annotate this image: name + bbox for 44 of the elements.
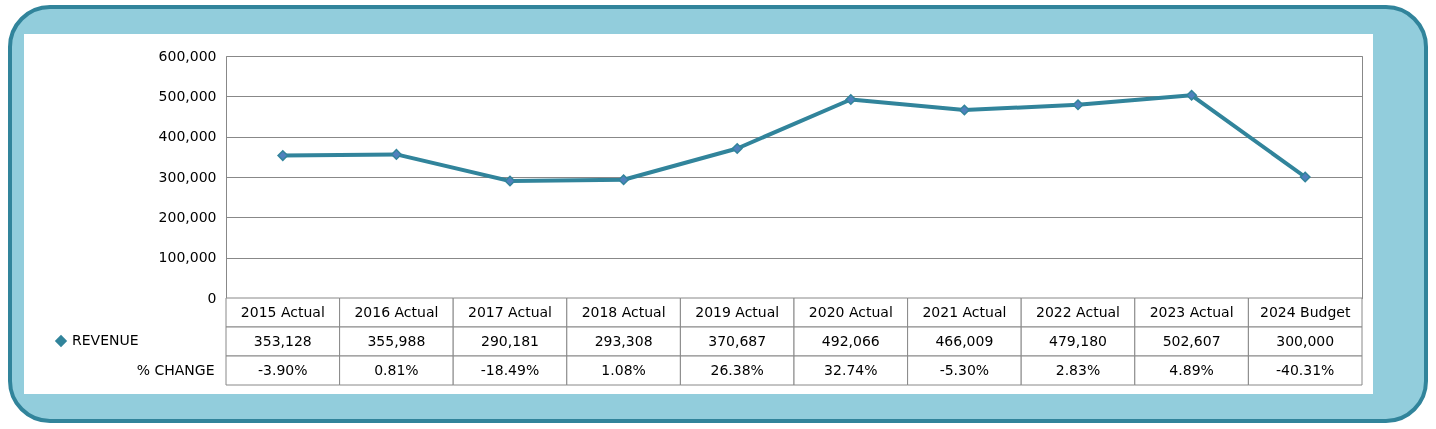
point bbox=[1186, 89, 1198, 101]
y-tick-label: 0 bbox=[207, 289, 217, 306]
text: 32.74% bbox=[824, 361, 878, 378]
text: -40.31% bbox=[1275, 361, 1335, 378]
data-label: 466,009 bbox=[935, 332, 994, 349]
x-tick-label: 2021 Actual bbox=[922, 303, 1007, 320]
point bbox=[731, 143, 743, 154]
legend-label: REVENUE bbox=[72, 332, 139, 348]
y-tick-label: 200,000 bbox=[158, 208, 217, 225]
y-tick-label: 600,000 bbox=[158, 47, 217, 64]
data-label: 370,687 bbox=[708, 332, 767, 349]
x-tick-label: 2019 Actual bbox=[695, 303, 780, 320]
x-tick-label: 2016 Actual bbox=[354, 303, 439, 320]
data-label: 293,308 bbox=[594, 332, 653, 349]
text: 1.08% bbox=[601, 361, 646, 378]
data-label: 300,000 bbox=[1276, 332, 1335, 349]
text: -5.30% bbox=[939, 361, 990, 378]
text: 2.83% bbox=[1055, 361, 1101, 378]
data-label: 479,180 bbox=[1049, 332, 1107, 349]
y-tick-label: 100,000 bbox=[158, 249, 217, 266]
y-tick-label: 500,000 bbox=[158, 87, 217, 104]
text: % CHANGE bbox=[136, 361, 215, 378]
x-tick-label: 2015 Actual bbox=[240, 303, 325, 320]
x-tick-label: 2018 Actual bbox=[581, 303, 666, 320]
text: -3.90% bbox=[258, 361, 308, 378]
y-tick-label: 300,000 bbox=[158, 168, 217, 185]
text: -18.49% bbox=[480, 361, 540, 378]
text: 26.38% bbox=[710, 361, 764, 378]
x-tick-label: 2020 Actual bbox=[808, 303, 893, 320]
point bbox=[958, 104, 970, 116]
text: 4.89% bbox=[1169, 361, 1214, 378]
data-label: 502,607 bbox=[1162, 332, 1221, 349]
x-tick-label: 2022 Actual bbox=[1036, 303, 1120, 320]
text: 0.81% bbox=[374, 361, 419, 378]
data-label: 353,128 bbox=[253, 332, 312, 349]
data-label: 355,988 bbox=[367, 332, 426, 349]
data-label: 492,066 bbox=[821, 332, 880, 349]
point bbox=[618, 174, 630, 186]
data-label: 290,181 bbox=[481, 332, 539, 349]
x-tick-label: 2017 Actual bbox=[468, 303, 552, 320]
x-tick-label: 2023 Actual bbox=[1149, 303, 1234, 320]
x-tick-label: 2024 Budget bbox=[1259, 303, 1351, 320]
y-tick-label: 400,000 bbox=[158, 128, 217, 145]
point bbox=[1299, 171, 1311, 183]
